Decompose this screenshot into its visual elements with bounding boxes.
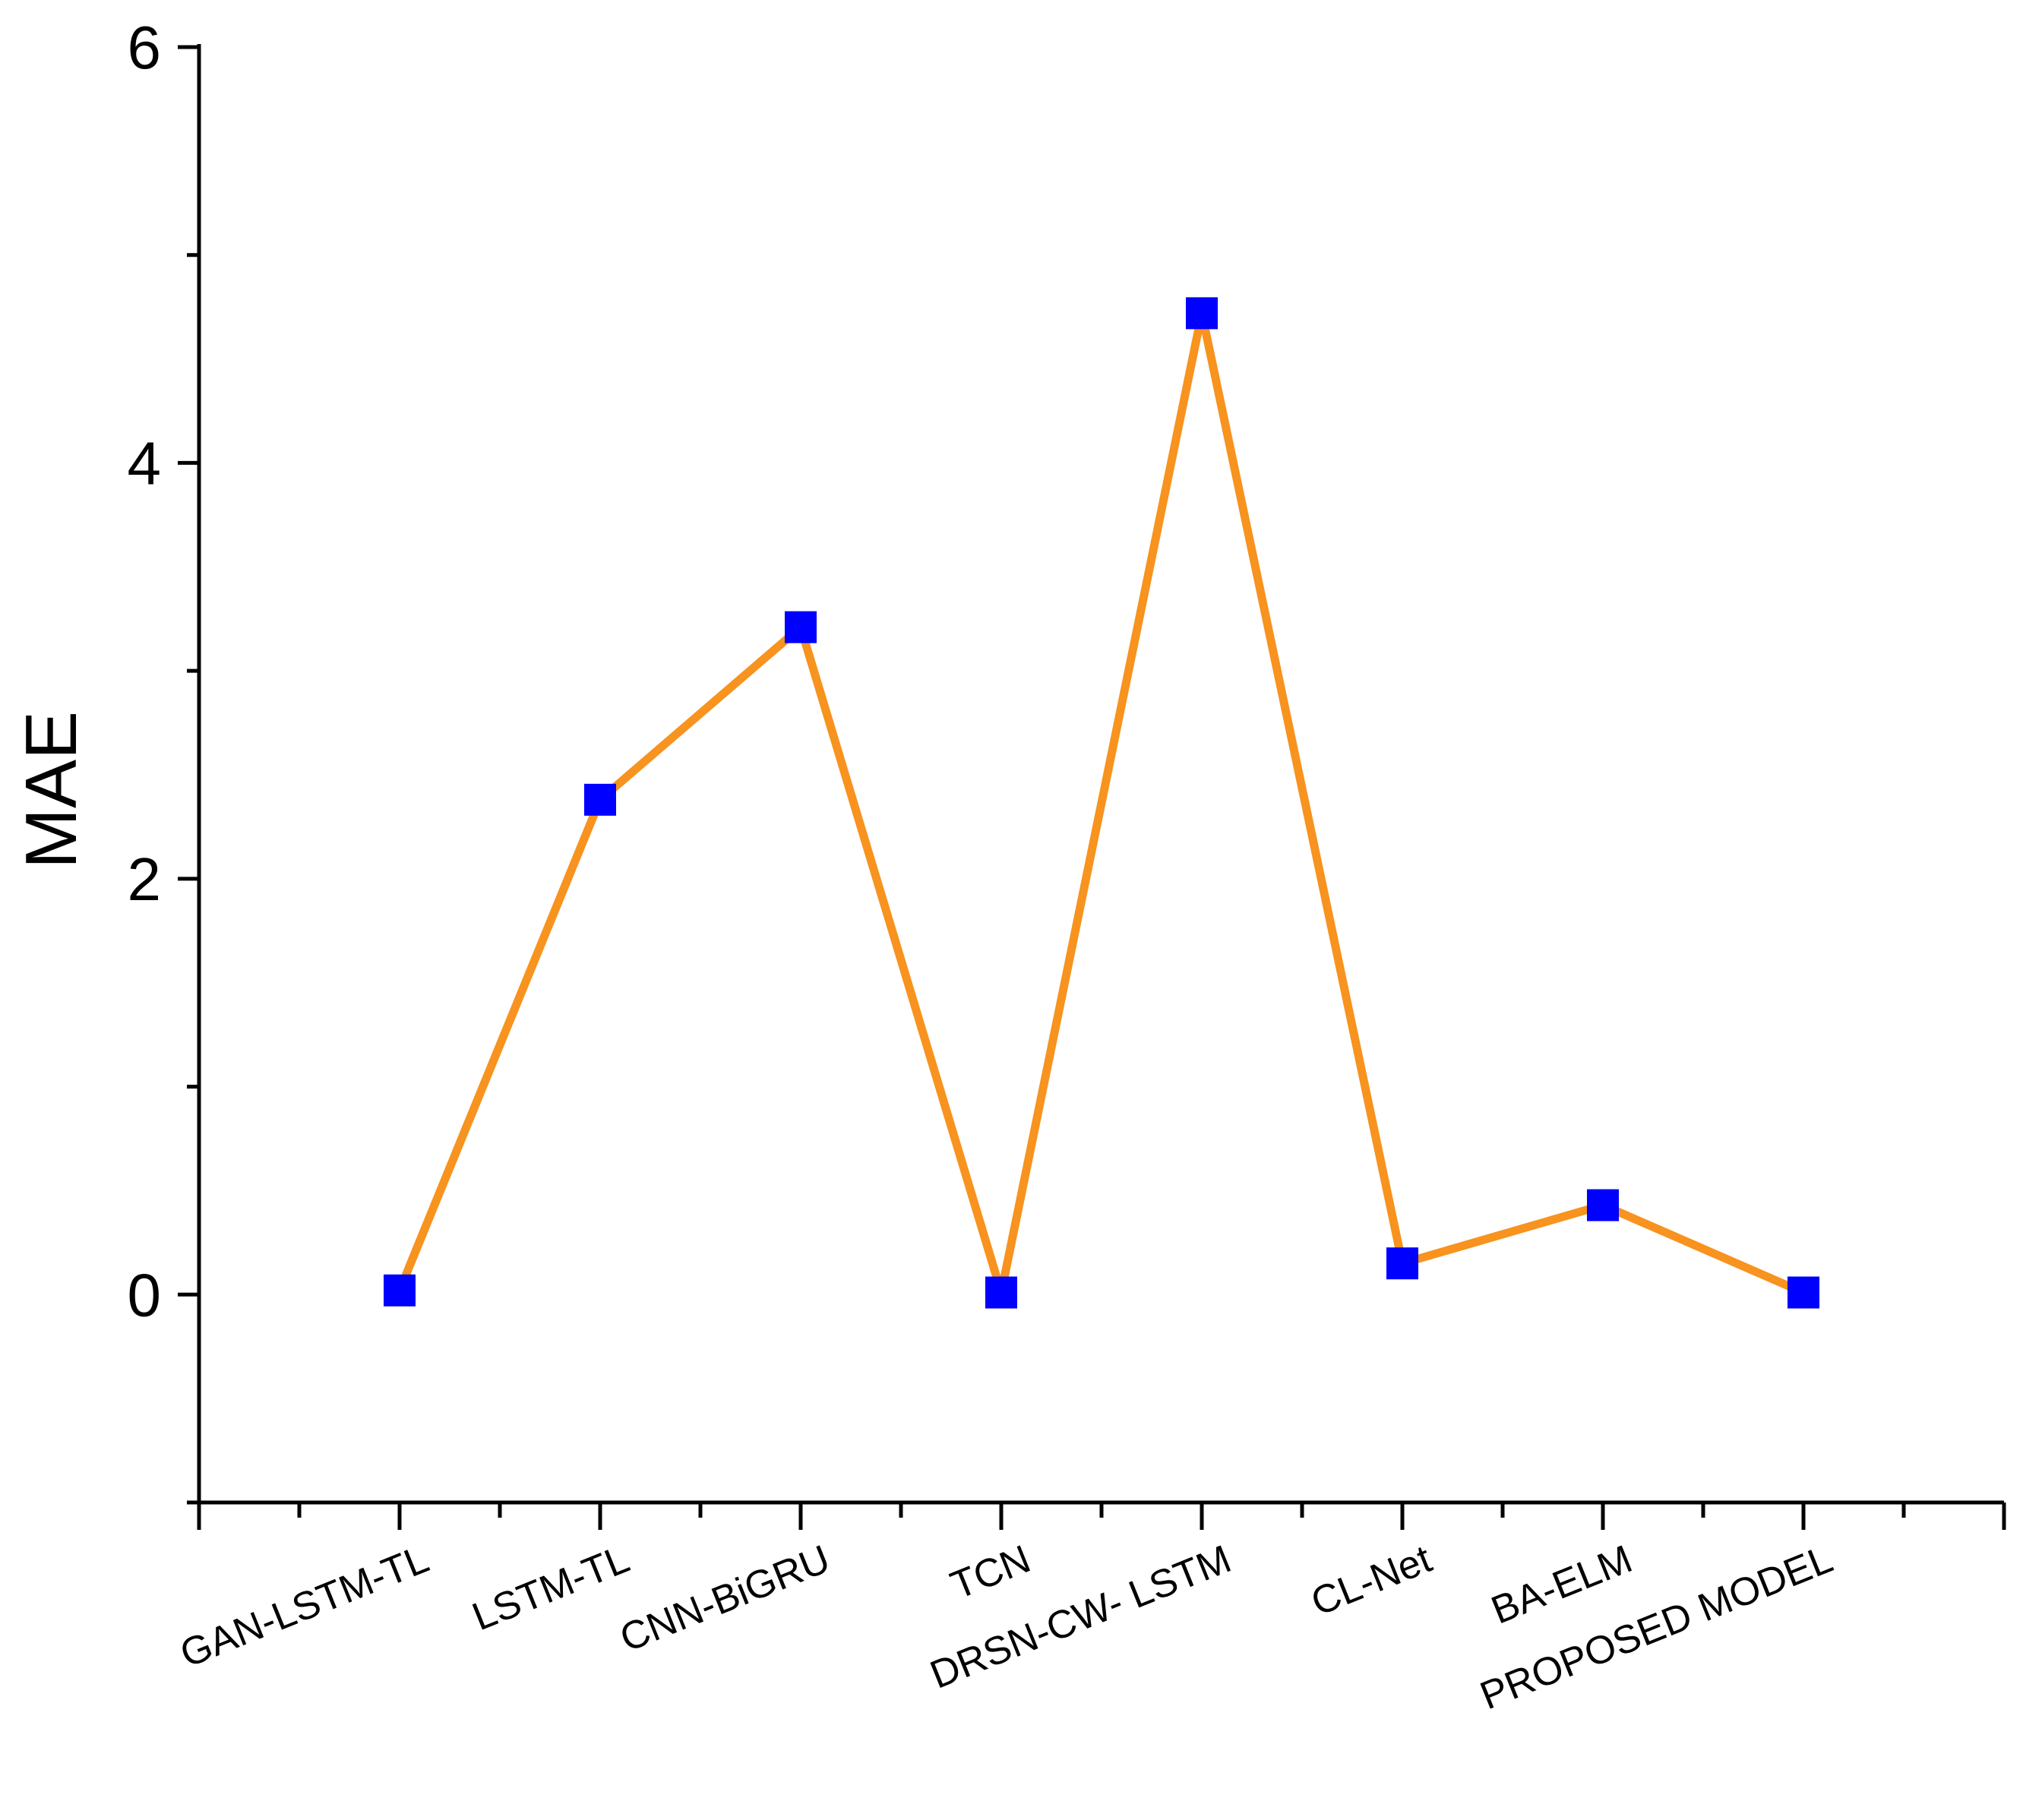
data-point-7 xyxy=(1587,1189,1619,1221)
data-point-5 xyxy=(1186,297,1218,330)
data-point-3 xyxy=(785,611,817,643)
y-tick-label: 2 xyxy=(128,845,162,913)
y-tick-label: 6 xyxy=(128,14,162,81)
x-tick-label: PROPOSED MODEL xyxy=(1475,1537,1839,1718)
x-tick-label: LSTM-TL xyxy=(466,1537,636,1639)
data-point-4 xyxy=(985,1276,1017,1309)
y-tick-label: 4 xyxy=(128,429,162,497)
x-tick-label: BA-ELM xyxy=(1485,1537,1638,1632)
data-point-8 xyxy=(1788,1276,1819,1309)
data-point-6 xyxy=(1386,1247,1418,1280)
data-point-1 xyxy=(384,1274,416,1307)
x-tick-label: CNN-BiGRU xyxy=(614,1537,836,1660)
data-point-2 xyxy=(584,783,616,816)
series-line xyxy=(395,312,1806,1297)
x-tick-label: CL-Net xyxy=(1305,1537,1438,1625)
y-tick-label: 0 xyxy=(128,1261,162,1329)
y-axis-title: MAE xyxy=(11,711,92,869)
axes xyxy=(197,44,2004,1505)
series-layer xyxy=(384,297,1819,1309)
x-tick-label: GAN-LSTM-TL xyxy=(174,1537,435,1676)
x-tick-label: TCN xyxy=(945,1537,1037,1608)
